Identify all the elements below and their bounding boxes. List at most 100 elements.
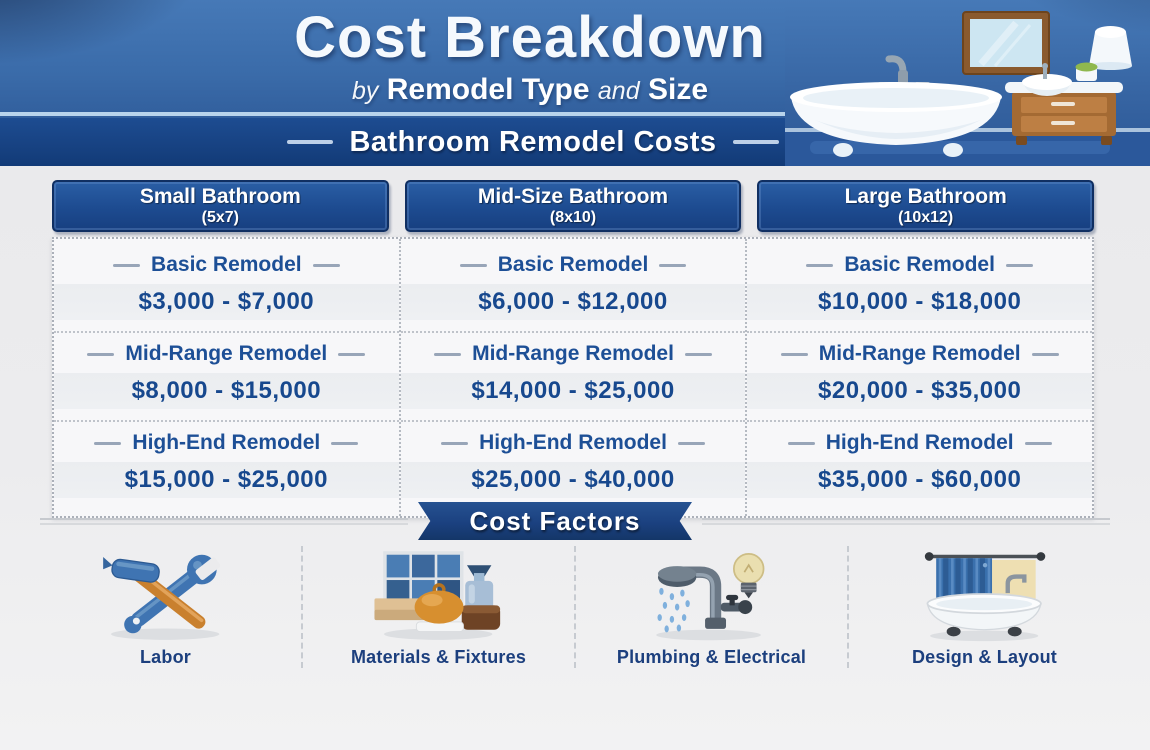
column-headers-row: Small Bathroom (5x7) Mid-Size Bathroom (… xyxy=(52,180,1095,232)
factor-label: Labor xyxy=(139,647,191,667)
factor-plumbing-electrical: Plumbing & Electrical xyxy=(574,546,847,668)
tier-label-row: Basic Remodel xyxy=(54,253,399,277)
cost-factors-row: Labor xyxy=(30,546,1120,668)
factor-label: Plumbing & Electrical xyxy=(616,647,807,667)
column-header-mid-size-bathroom: Mid-Size Bathroom (8x10) xyxy=(404,180,742,232)
page-subtitle: by Remodel Type and Size xyxy=(70,73,990,107)
banner-right-dash xyxy=(732,140,779,144)
tier-basic: Basic Remodel $3,000 - $7,000 xyxy=(54,244,399,331)
label-left-dash xyxy=(94,441,122,445)
tier-cost-range: $20,000 - $35,000 xyxy=(747,373,1093,409)
factor-design-layout: Design & Layout xyxy=(847,546,1120,668)
tier-label: Mid-Range Remodel xyxy=(472,342,674,365)
tier-high-end: High-End Remodel $15,000 - $25,000 xyxy=(54,420,399,509)
cost-factors-ribbon: Cost Factors xyxy=(418,502,692,540)
tier-mid-range: Mid-Range Remodel $20,000 - $35,000 xyxy=(747,331,1093,420)
tier-label-row: High-End Remodel xyxy=(401,431,746,455)
label-right-dash xyxy=(331,441,359,445)
tier-label: Basic Remodel xyxy=(844,253,995,276)
tier-label-row: Mid-Range Remodel xyxy=(747,342,1092,366)
column-title: Mid-Size Bathroom xyxy=(477,185,669,209)
factor-label: Materials & Fixtures xyxy=(350,647,527,667)
label-right-dash xyxy=(312,263,340,267)
tier-basic: Basic Remodel $6,000 - $12,000 xyxy=(400,244,746,331)
label-left-dash xyxy=(459,263,487,267)
label-left-dash xyxy=(787,441,815,445)
column-size: (10x12) xyxy=(898,208,954,226)
label-right-dash xyxy=(1005,263,1033,267)
banner-left-dash xyxy=(287,140,334,144)
label-right-dash xyxy=(338,352,366,356)
tier-label-row: Mid-Range Remodel xyxy=(401,342,746,366)
subtitle-and: and xyxy=(597,77,640,105)
tier-label-row: High-End Remodel xyxy=(747,431,1092,455)
tier-cost-range: $8,000 - $15,000 xyxy=(54,373,399,409)
cost-factors-banner-row: Cost Factors xyxy=(40,502,1110,540)
tier-label-row: Basic Remodel xyxy=(747,253,1092,277)
tier-basic: Basic Remodel $10,000 - $18,000 xyxy=(747,244,1093,331)
column-size: (5x7) xyxy=(201,208,240,226)
label-right-dash xyxy=(677,441,705,445)
tier-label-row: High-End Remodel xyxy=(54,431,399,455)
banner-left-line xyxy=(40,517,408,525)
tier-high-end: High-End Remodel $35,000 - $60,000 xyxy=(747,420,1093,509)
factor-materials-fixtures: Materials & Fixtures xyxy=(301,546,574,668)
column-header-small-bathroom: Small Bathroom (5x7) xyxy=(52,180,389,232)
tier-mid-range: Mid-Range Remodel $14,000 - $25,000 xyxy=(400,331,746,420)
tier-label-row: Basic Remodel xyxy=(401,253,746,277)
column-header-large-bathroom: Large Bathroom (10x12) xyxy=(757,180,1095,232)
tier-mid-range: Mid-Range Remodel $8,000 - $15,000 xyxy=(54,331,399,420)
tier-cost-range: $6,000 - $12,000 xyxy=(400,284,746,320)
label-right-dash xyxy=(659,263,687,267)
subtitle-remodel-type: Remodel Type xyxy=(386,73,590,106)
label-left-dash xyxy=(87,352,115,356)
tier-cost-range: $35,000 - $60,000 xyxy=(747,462,1093,498)
bathroom-illustration xyxy=(785,0,1150,166)
tier-label: High-End Remodel xyxy=(479,431,667,454)
label-left-dash xyxy=(441,441,469,445)
header-banner: Bathroom Remodel Costs Cost Breakdown by… xyxy=(0,0,1150,166)
column-title: Small Bathroom xyxy=(139,185,301,209)
label-left-dash xyxy=(113,263,141,267)
header-divider-line xyxy=(0,112,1150,116)
tier-cost-range: $10,000 - $18,000 xyxy=(747,284,1093,320)
tier-label-row: Mid-Range Remodel xyxy=(54,342,399,366)
bathtub-curtain-icon xyxy=(925,552,1046,642)
tier-cost-range: $25,000 - $40,000 xyxy=(400,462,746,498)
factor-label: Design & Layout xyxy=(911,647,1057,667)
tier-label: Basic Remodel xyxy=(497,253,649,276)
subtitle-by: by xyxy=(351,77,379,105)
label-left-dash xyxy=(434,352,462,356)
column-mid-size-bathroom: Basic Remodel $6,000 - $12,000 Mid-Range… xyxy=(398,239,746,516)
tier-label: Basic Remodel xyxy=(151,253,302,276)
label-left-dash xyxy=(806,263,834,267)
banner-right-line xyxy=(702,517,1110,525)
tier-cost-range: $14,000 - $25,000 xyxy=(400,373,746,409)
tier-label: High-End Remodel xyxy=(825,431,1014,454)
column-size: (8x10) xyxy=(549,208,597,226)
cost-table: Small Bathroom (5x7) Mid-Size Bathroom (… xyxy=(52,180,1095,518)
tiles-materials-icon xyxy=(374,551,501,640)
hammer-wrench-icon xyxy=(103,554,221,640)
tier-high-end: High-End Remodel $25,000 - $40,000 xyxy=(400,420,746,509)
tier-label: High-End Remodel xyxy=(132,431,321,454)
tier-label: Mid-Range Remodel xyxy=(818,342,1021,365)
title-block: Cost Breakdown by Remodel Type and Size xyxy=(70,4,990,107)
label-right-dash xyxy=(1031,352,1059,356)
page-title: Cost Breakdown xyxy=(294,5,766,70)
label-left-dash xyxy=(780,352,808,356)
cost-table-body: Basic Remodel $3,000 - $7,000 Mid-Range … xyxy=(52,237,1094,518)
faucet-bulb-icon xyxy=(656,552,765,641)
subtitle-size: Size xyxy=(647,73,708,106)
cost-factors-title: Cost Factors xyxy=(469,505,641,536)
column-title: Large Bathroom xyxy=(844,185,1007,209)
bathroom-scene-icon xyxy=(785,0,1150,166)
tier-label: Mid-Range Remodel xyxy=(125,342,328,365)
tier-cost-range: $3,000 - $7,000 xyxy=(54,284,399,320)
label-right-dash xyxy=(684,352,712,356)
section-banner-title: Bathroom Remodel Costs xyxy=(349,125,717,158)
tier-cost-range: $15,000 - $25,000 xyxy=(54,462,399,498)
column-small-bathroom: Basic Remodel $3,000 - $7,000 Mid-Range … xyxy=(54,239,399,516)
factor-labor: Labor xyxy=(30,546,301,668)
